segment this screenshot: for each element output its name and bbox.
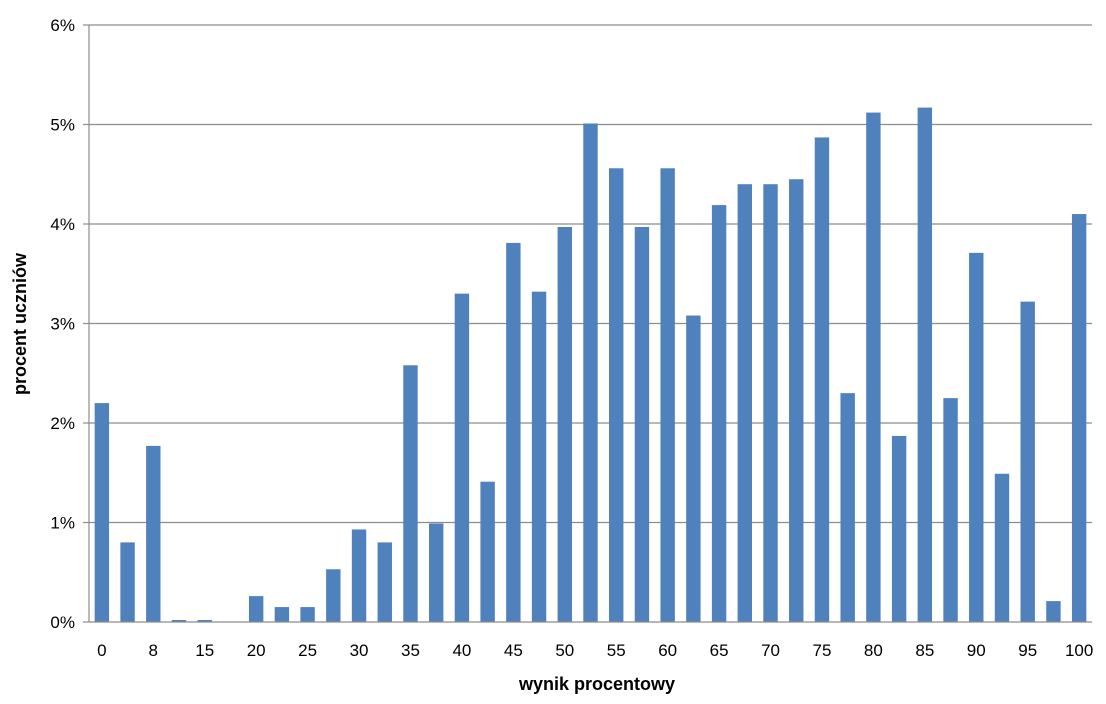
x-tick-label: 60: [658, 641, 677, 660]
x-tick-label: 45: [504, 641, 523, 660]
x-tick-label: 90: [967, 641, 986, 660]
bar: [840, 393, 855, 622]
x-tick-label: 85: [915, 641, 934, 660]
x-tick-label: 55: [607, 641, 626, 660]
bar: [351, 529, 367, 622]
bar: [994, 473, 1010, 622]
x-tick-label: 8: [149, 641, 158, 660]
bar: [660, 168, 675, 622]
bar: [557, 226, 572, 623]
bar: [737, 184, 753, 622]
bar: [1046, 601, 1061, 622]
bar: [120, 542, 135, 622]
x-tick-label: 40: [452, 641, 471, 660]
bar: [789, 179, 804, 622]
x-tick-label: 100: [1065, 641, 1093, 660]
bar: [711, 205, 727, 622]
y-axis-title: procent uczniów: [10, 252, 30, 395]
bar: [634, 226, 650, 623]
y-tick-label: 4%: [50, 215, 75, 234]
bar: [891, 435, 907, 622]
x-tick-label: 35: [401, 641, 420, 660]
x-axis-title: wynik procentowy: [518, 674, 675, 694]
x-tick-label: 20: [247, 641, 266, 660]
x-tick-label: 70: [761, 641, 780, 660]
x-tick-labels: 0 8 15 20 25 30 35 40 45 50 55 60 65 70 75 80 85 90 95 100: [97, 641, 1093, 660]
bar: [403, 365, 418, 622]
bar: [94, 403, 110, 622]
bar: [300, 607, 315, 622]
bar: [763, 184, 778, 622]
bar: [609, 168, 624, 622]
bar: [1020, 301, 1035, 622]
bar: [866, 112, 881, 622]
x-tick-label: 15: [195, 641, 214, 660]
x-tick-label: 95: [1018, 641, 1037, 660]
x-tick-label: 0: [97, 641, 106, 660]
bar: [480, 481, 495, 622]
bar: [531, 291, 547, 622]
bar: [248, 596, 264, 622]
x-tick-label: 30: [350, 641, 369, 660]
bar: [146, 445, 161, 622]
bar: [377, 542, 392, 622]
x-tick-label: 25: [298, 641, 317, 660]
bar: [274, 607, 290, 622]
bar: [326, 569, 341, 622]
y-tick-label: 1%: [50, 514, 75, 533]
bar: [583, 123, 598, 622]
x-tick-label: 80: [864, 641, 883, 660]
y-tick-label: 2%: [50, 414, 75, 433]
x-tick-label: 65: [710, 641, 729, 660]
axes: [83, 24, 1092, 623]
bar: [428, 523, 444, 622]
bar: [454, 293, 470, 622]
y-tick-label: 3%: [50, 315, 75, 334]
bar: [1071, 214, 1087, 623]
y-tick-labels: 0% 1% 2% 3% 4% 5% 6%: [50, 16, 75, 632]
y-tick-label: 5%: [50, 116, 75, 135]
bar: [943, 398, 958, 622]
y-tick-label: 0%: [50, 613, 75, 632]
bar: [917, 107, 933, 622]
bar: [197, 620, 212, 622]
bar: [814, 137, 830, 622]
bar: [969, 252, 984, 623]
y-tick-label: 6%: [50, 16, 75, 35]
bar: [171, 620, 187, 622]
bar: [686, 315, 701, 622]
bars: [94, 107, 1087, 623]
bar: [506, 242, 521, 622]
x-tick-label: 50: [555, 641, 574, 660]
x-tick-label: 75: [813, 641, 832, 660]
